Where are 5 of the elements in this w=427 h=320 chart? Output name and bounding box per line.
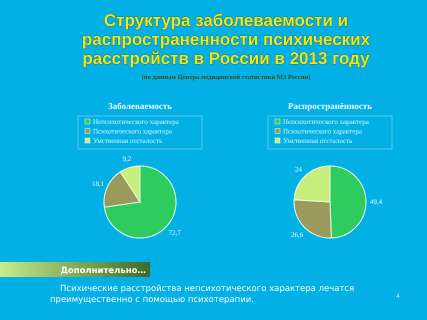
chart-title: Распространённость [288,101,372,111]
text: Психические расстройства непсихотического характера лечатся преимущественно с помощью психотерапии. [50,284,354,305]
chart-title: Заболеваемость [108,101,172,111]
text: Дополнительно… [60,266,146,276]
text: Структура заболеваемости и распространенности психических расстройств в России в 2013 году [82,11,371,68]
